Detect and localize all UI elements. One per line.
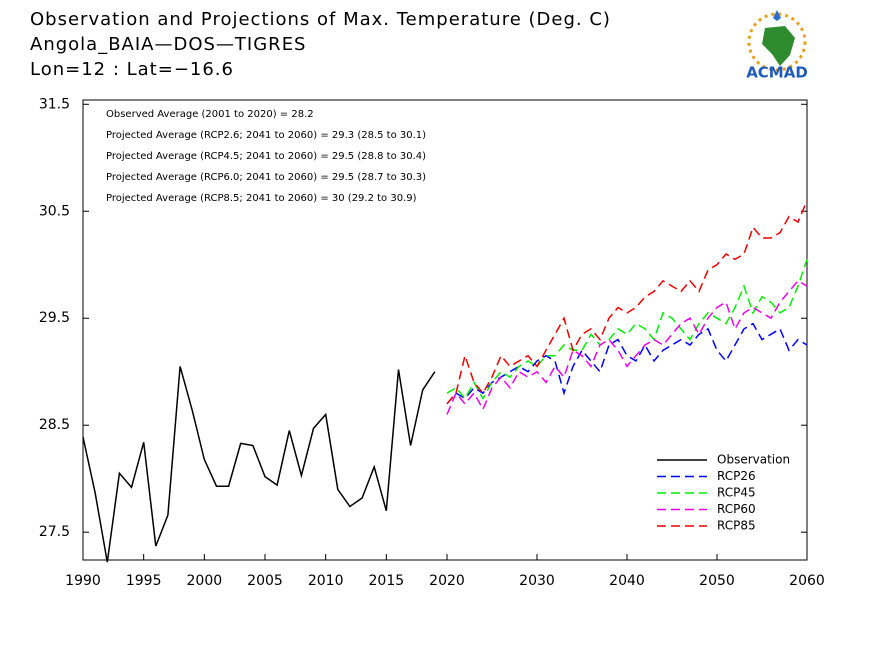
y-tick-label: 27.5 — [39, 524, 70, 540]
annotation: Projected Average (RCP2.6; 2041 to 2060)… — [106, 130, 426, 141]
x-tick-label: 2060 — [789, 573, 825, 589]
data-line — [82, 366, 436, 563]
chart-subtitle: Lon=12 : Lat=−16.6 — [30, 59, 234, 80]
x-tick-label: 2020 — [429, 573, 465, 589]
x-tick-label: 1995 — [126, 573, 162, 589]
annotation: Observed Average (2001 to 2020) = 28.2 — [106, 109, 314, 120]
chart-subtitle: Angola_BAIA—DOS—TIGRES — [30, 34, 307, 55]
legend-label: Observation — [717, 453, 790, 467]
x-tick-label: 2050 — [699, 573, 735, 589]
annotation: Projected Average (RCP8.5; 2041 to 2060)… — [106, 193, 417, 204]
annotation: Projected Average (RCP4.5; 2041 to 2060)… — [106, 151, 426, 162]
plot-frame — [82, 99, 808, 561]
x-tick-label: 2015 — [369, 573, 405, 589]
data-line — [446, 279, 808, 415]
logo-text: ACMAD — [746, 64, 808, 82]
legend-label: RCP45 — [717, 486, 756, 500]
x-tick-label: 2030 — [519, 573, 555, 589]
y-tick-label: 29.5 — [39, 310, 70, 326]
annotation: Projected Average (RCP6.0; 2041 to 2060)… — [106, 172, 426, 183]
data-line — [446, 259, 808, 401]
data-line — [446, 200, 808, 405]
x-tick-label: 1990 — [65, 573, 101, 589]
y-tick-label: 31.5 — [39, 96, 70, 112]
y-tick-label: 28.5 — [39, 417, 70, 433]
legend-label: RCP60 — [717, 502, 756, 516]
x-tick-label: 2005 — [247, 573, 283, 589]
x-tick-label: 2000 — [187, 573, 223, 589]
legend-label: RCP26 — [717, 469, 756, 483]
legend-label: RCP85 — [717, 519, 756, 533]
y-tick-label: 30.5 — [39, 203, 70, 219]
data-line — [446, 322, 808, 405]
logo: ACMAD — [746, 10, 808, 82]
x-tick-label: 2010 — [308, 573, 344, 589]
chart-title: Observation and Projections of Max. Temp… — [30, 9, 611, 30]
x-tick-label: 2040 — [609, 573, 645, 589]
